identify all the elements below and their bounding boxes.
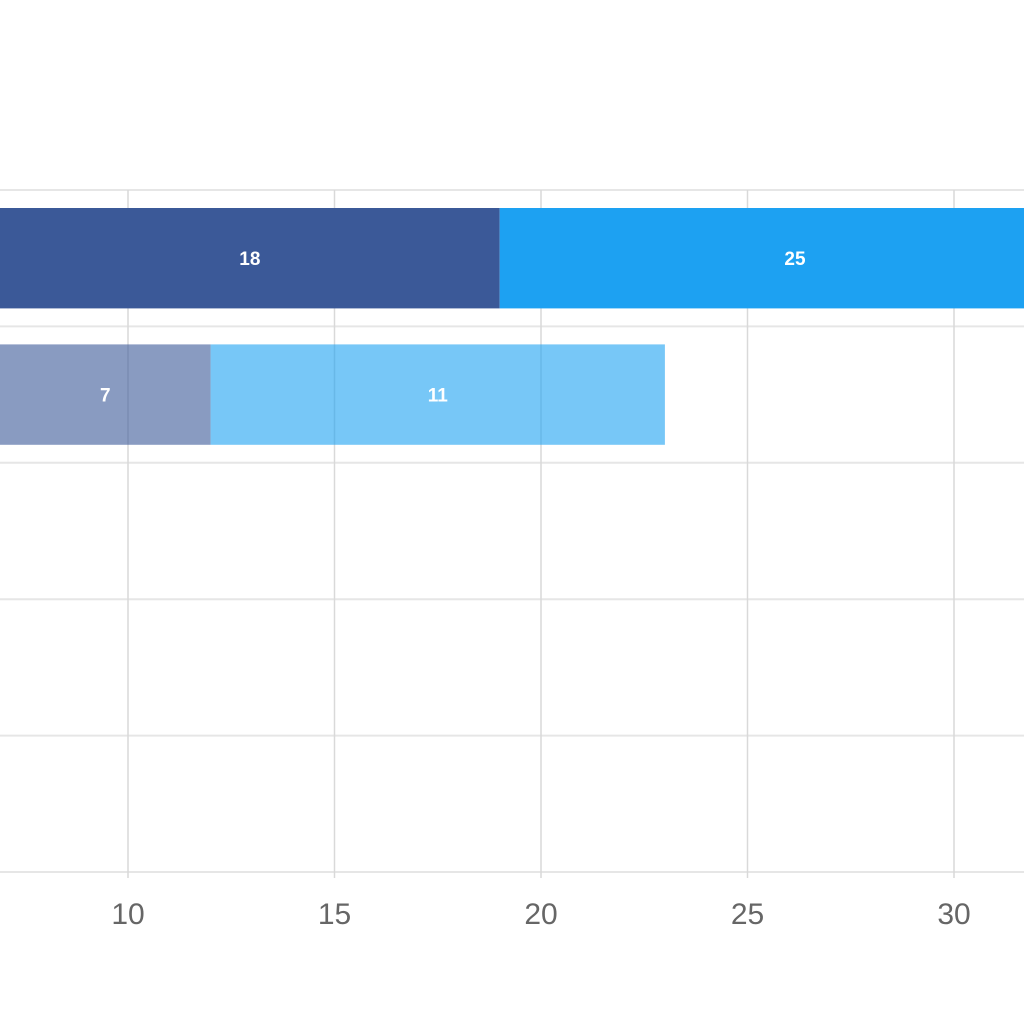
- x-tick-label: 15: [318, 898, 351, 931]
- bar-data-labels: 18 25 7 11: [100, 249, 806, 406]
- bar-data-label: 7: [100, 386, 111, 407]
- x-axis: 10 15 20 25 30: [111, 898, 970, 931]
- bar-series: [0, 208, 1024, 445]
- x-tick-label: 30: [937, 898, 970, 931]
- bar-data-label: 11: [428, 386, 449, 407]
- x-tick-label: 20: [524, 898, 557, 931]
- bar-data-label: 25: [784, 249, 806, 270]
- x-tick-label: 25: [731, 898, 764, 931]
- category-row-bands: [0, 189, 1024, 873]
- bar-segment: [499, 208, 1024, 309]
- bar-segment: [0, 208, 500, 309]
- bar-segment: [0, 344, 211, 445]
- bar-data-label: 18: [239, 249, 260, 270]
- bar-segment: [210, 344, 665, 445]
- x-tick-label: 10: [111, 898, 144, 931]
